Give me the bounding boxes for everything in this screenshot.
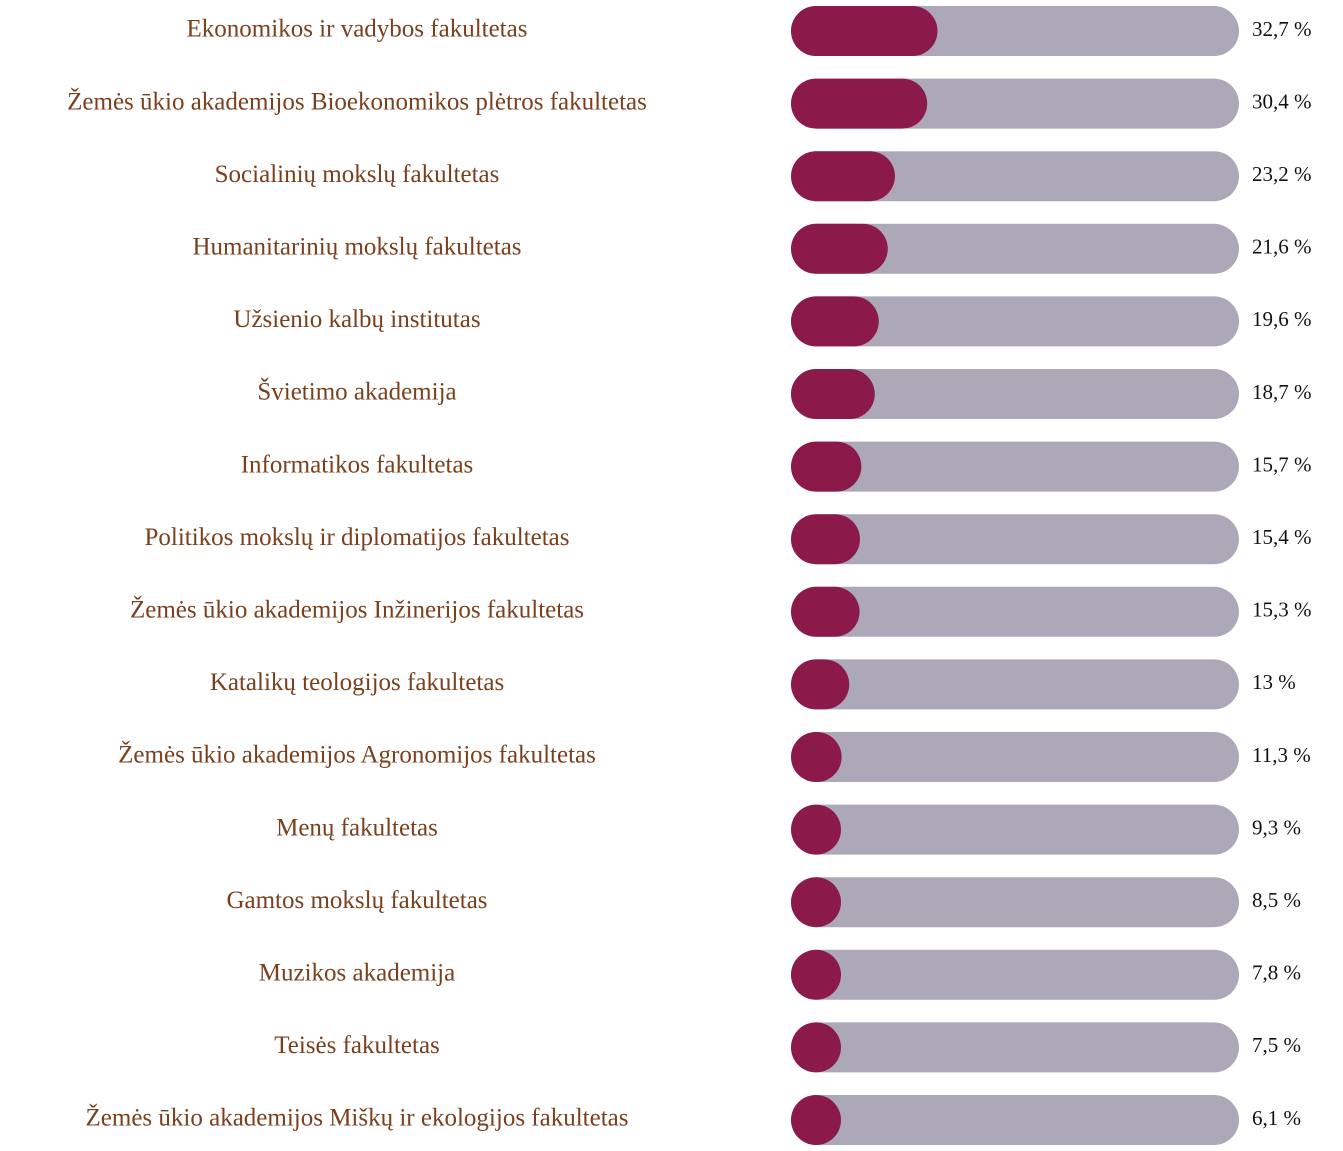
bar [791,78,928,129]
value-label: 11,3 % [1252,743,1311,767]
category-label: Teisės fakultetas [274,1032,440,1059]
bar-track [791,1095,1239,1145]
value-label: 23,2 % [1252,162,1312,186]
bar-track [791,223,1239,274]
bar [791,223,888,274]
value-label: 8,5 % [1252,888,1301,912]
category-label: Ekonomikos ir vadybos fakultetas [187,16,528,43]
bar-track [791,804,1239,855]
bar [791,732,842,782]
value-label: 15,7 % [1252,452,1312,476]
category-label: Katalikų teologijos fakultetas [210,669,504,696]
value-label: 21,6 % [1252,235,1312,259]
bar [791,369,875,419]
bar-track [791,369,1239,419]
bar [791,949,841,1000]
value-label: 19,6 % [1252,307,1312,331]
category-label: Žemės ūkio akademijos Miškų ir ekologijo… [86,1104,629,1132]
category-label: Žemės ūkio akademijos Bioekonomikos plėt… [67,87,647,115]
bar [791,1095,841,1145]
bar [791,804,841,855]
category-label: Muzikos akademija [259,960,455,987]
category-label: Politikos mokslų ir diplomatijos fakulte… [145,524,570,551]
category-label: Gamtos mokslų fakultetas [226,887,487,914]
category-label: Informatikos fakultetas [241,451,474,478]
value-label: 9,3 % [1252,815,1301,839]
category-label: Žemės ūkio akademijos Agronomijos fakult… [118,741,596,769]
bar [791,586,860,637]
bar-track [791,514,1239,565]
bar [791,514,860,565]
bar [791,6,938,56]
value-label: 15,4 % [1252,525,1312,549]
value-label: 7,8 % [1252,961,1301,985]
bar [791,151,895,202]
bar [791,296,879,347]
value-label: 15,3 % [1252,598,1312,622]
bar-track [791,441,1239,492]
value-label: 32,7 % [1252,17,1312,41]
bar-track [791,877,1239,928]
category-label: Menų fakultetas [276,814,438,841]
value-label: 7,5 % [1252,1033,1301,1057]
category-label: Švietimo akademija [257,377,456,406]
value-label: 13 % [1252,670,1296,694]
bar-track [791,151,1239,202]
value-label: 6,1 % [1252,1106,1301,1130]
category-label: Humanitarinių mokslų fakultetas [192,234,521,261]
bar-track [791,1022,1239,1073]
bar-track [791,949,1239,1000]
category-label: Užsienio kalbų institutas [233,306,480,333]
bar [791,877,841,928]
value-label: 30,4 % [1252,89,1312,113]
category-label: Socialinių mokslų fakultetas [215,161,500,188]
bar [791,441,862,492]
bar-track [791,732,1239,782]
bar-track [791,659,1239,710]
bar [791,1022,841,1073]
category-label: Žemės ūkio akademijos Inžinerijos fakult… [130,596,584,624]
bar [791,659,850,710]
value-label: 18,7 % [1252,380,1312,404]
bar-track [791,296,1239,347]
bar-track [791,586,1239,637]
